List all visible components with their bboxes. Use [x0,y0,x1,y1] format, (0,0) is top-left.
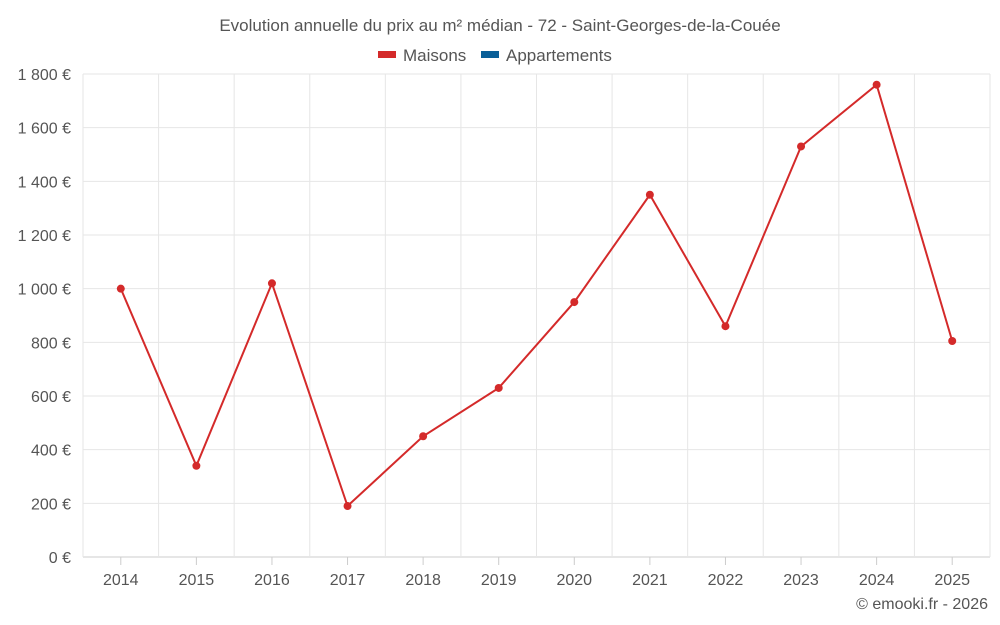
credit-text: © emooki.fr - 2026 [856,596,988,613]
y-tick-label: 800 € [31,335,71,352]
y-tick-label: 1 600 € [18,121,71,138]
data-point-maisons[interactable] [494,383,503,392]
y-tick-label: 200 € [31,496,71,513]
x-tick-label: 2022 [708,572,744,589]
x-tick-label: 2019 [481,572,517,589]
x-tick-label: 2021 [632,572,668,589]
grid [82,73,991,558]
legend-label-appartements[interactable]: Appartements [506,46,612,65]
y-tick-label: 1 200 € [18,228,71,245]
x-tick-label: 2015 [179,572,215,589]
y-tick-label: 1 000 € [18,282,71,299]
data-point-maisons[interactable] [645,190,654,199]
x-tick-label: 2024 [859,572,895,589]
series-line-maisons [119,83,954,508]
x-tick-label: 2014 [103,572,139,589]
data-point-maisons[interactable] [267,279,276,288]
x-tick-label: 2018 [405,572,441,589]
x-tick-label: 2017 [330,572,366,589]
data-point-maisons[interactable] [116,284,125,293]
data-point-maisons[interactable] [872,80,881,89]
series-points-maisons [116,80,957,511]
y-tick-label: 1 400 € [18,174,71,191]
legend-label-maisons[interactable]: Maisons [403,46,466,65]
data-point-maisons[interactable] [343,502,352,511]
y-tick-label: 0 € [49,550,71,567]
y-tick-label: 600 € [31,389,71,406]
data-point-maisons[interactable] [948,336,957,345]
x-tick-label: 2025 [934,572,970,589]
chart-title: Evolution annuelle du prix au m² médian … [219,16,780,35]
data-point-maisons[interactable] [721,322,730,331]
x-axis-labels: 2014 2015 2016 2017 2018 2019 2020 2021 2022 2023… [103,557,970,589]
y-tick-label: 400 € [31,443,71,460]
data-point-maisons[interactable] [570,298,579,307]
x-tick-label: 2016 [254,572,290,589]
data-point-maisons[interactable] [192,461,201,470]
data-point-maisons[interactable] [419,432,428,441]
data-point-maisons[interactable] [797,142,806,151]
legend-swatch-appartements [481,51,499,58]
x-tick-label: 2020 [556,572,592,589]
y-tick-label: 1 800 € [18,67,71,84]
legend: Maisons Appartements [378,46,612,65]
x-tick-label: 2023 [783,572,819,589]
legend-swatch-maisons [378,51,396,58]
y-axis-labels: 0 € 200 € 400 € 600 € 800 € 1 000 € 1 200 € 1 4… [18,67,71,567]
